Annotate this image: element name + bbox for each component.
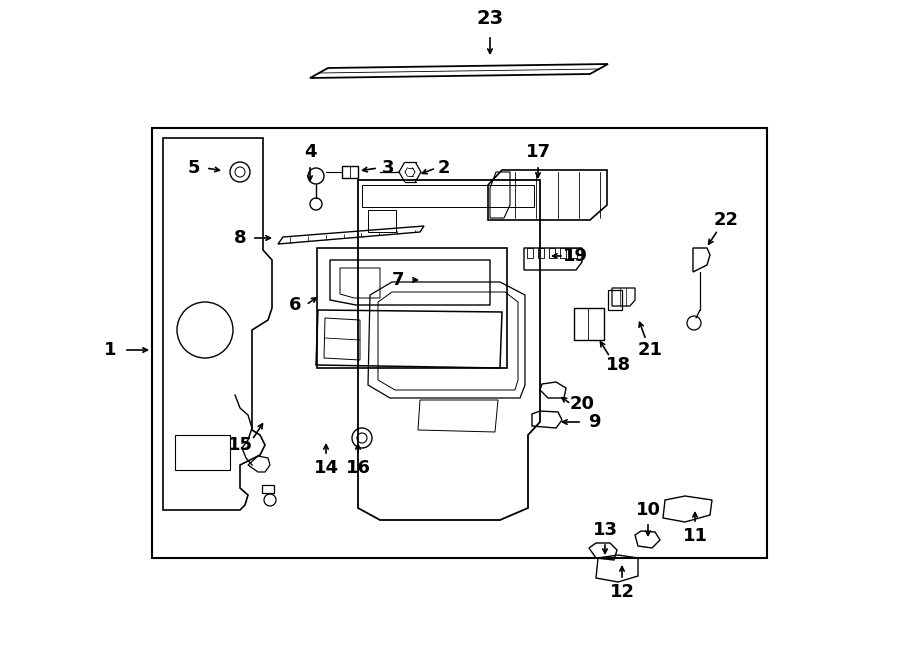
Text: 16: 16 [346, 459, 371, 477]
Text: 2: 2 [437, 159, 450, 177]
Text: 20: 20 [570, 395, 595, 413]
Bar [362, 185, 534, 207]
Text: 22: 22 [714, 211, 739, 229]
Text: 6: 6 [289, 296, 302, 314]
Bar [262, 485, 274, 493]
Text: 10: 10 [635, 501, 661, 519]
Text: 13: 13 [592, 521, 617, 539]
Text: 19: 19 [562, 247, 588, 265]
Text: 11: 11 [682, 527, 707, 545]
Text: 3: 3 [382, 159, 394, 177]
Text: 9: 9 [588, 413, 600, 431]
Bar [538, 248, 544, 258]
Bar [342, 166, 358, 178]
Text: 12: 12 [609, 583, 634, 601]
Text: 1: 1 [104, 341, 116, 359]
Bar [175, 435, 230, 470]
Bar [368, 210, 396, 232]
Text: 14: 14 [313, 459, 338, 477]
Text: 5: 5 [188, 159, 200, 177]
Bar [527, 248, 533, 258]
Text: 7: 7 [392, 271, 404, 289]
Bar [317, 248, 507, 368]
Text: 8: 8 [234, 229, 247, 247]
Bar [560, 248, 566, 258]
Text: 18: 18 [606, 356, 631, 374]
Bar [549, 248, 555, 258]
Bar [571, 248, 577, 258]
Text: 21: 21 [637, 341, 662, 359]
Bar [152, 128, 767, 558]
Text: 23: 23 [476, 9, 504, 28]
Text: 15: 15 [228, 436, 253, 454]
Text: 4: 4 [304, 143, 316, 161]
Text: 17: 17 [526, 143, 551, 161]
